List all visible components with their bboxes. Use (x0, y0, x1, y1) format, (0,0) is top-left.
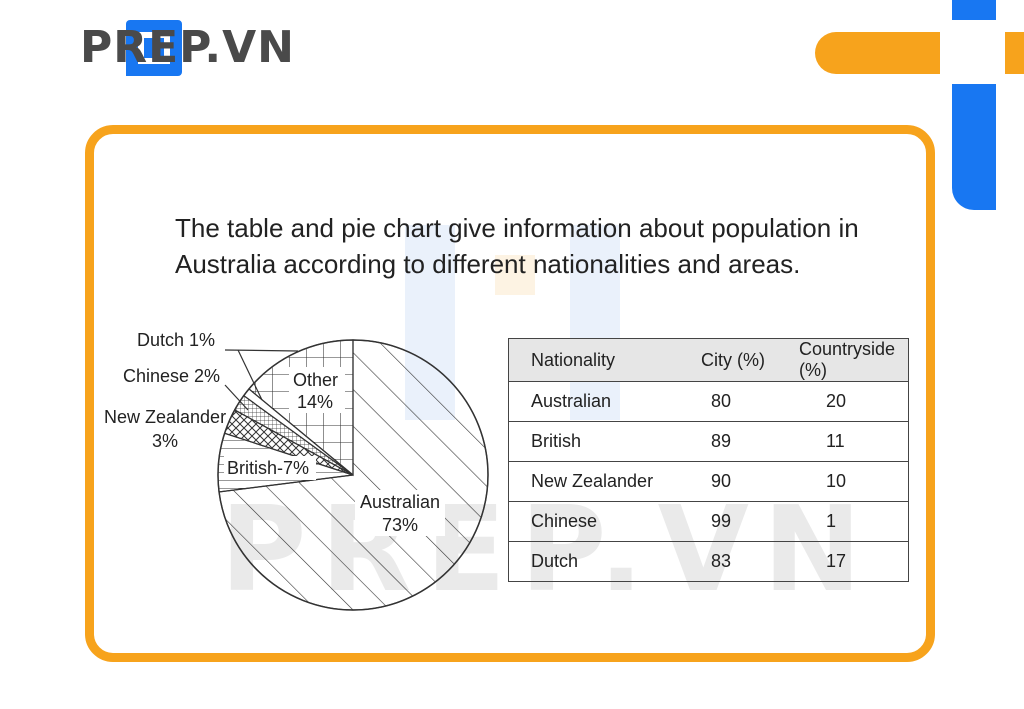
header-city: City (%) (691, 338, 791, 382)
header-countryside: Countryside (%) (791, 338, 909, 382)
cell-countryside: 17 (791, 541, 909, 582)
cell-nationality: Australian (508, 381, 691, 422)
label-australian-value: 73% (382, 515, 418, 535)
label-british: British-7% (227, 458, 309, 478)
cell-nationality: British (508, 421, 691, 462)
label-nz-value: 3% (152, 431, 178, 451)
prep-logo-icon (126, 20, 182, 76)
table-row: Dutch 83 17 (508, 541, 909, 582)
cell-countryside: 1 (791, 501, 909, 542)
pie-outline (217, 339, 489, 611)
label-australian-bg (355, 490, 445, 536)
table-row: Chinese 99 1 (508, 501, 909, 542)
decor-blue-bar-top (952, 0, 996, 20)
cell-countryside: 11 (791, 421, 909, 462)
label-australian-name: Australian (360, 492, 440, 512)
cell-city: 80 (691, 381, 791, 422)
table-header-row: Nationality City (%) Countryside (%) (508, 338, 909, 382)
decor-orange-bar (815, 32, 940, 74)
label-other-value: 14% (297, 392, 333, 412)
label-british-bg (224, 456, 316, 480)
label-chinese: Chinese 2% (123, 366, 220, 386)
dutch-leader-line-2 (237, 349, 263, 401)
cell-nationality: Chinese (508, 501, 691, 542)
dutch-leader-line (224, 349, 299, 352)
task-prompt: The table and pie chart give information… (175, 213, 859, 279)
cell-city: 90 (691, 461, 791, 502)
header-nationality: Nationality (508, 338, 691, 382)
cell-nationality: Dutch (508, 541, 691, 582)
decor-orange-bar-right (1005, 32, 1024, 74)
brand-name: PREP.VN (80, 22, 295, 73)
cell-countryside: 10 (791, 461, 909, 502)
label-dutch: Dutch 1% (137, 330, 215, 350)
table-row: British 89 11 (508, 421, 909, 462)
label-other-bg (289, 367, 345, 413)
cell-nationality: New Zealander (508, 461, 691, 502)
cell-city: 99 (691, 501, 791, 542)
table-row: Australian 80 20 (508, 381, 909, 422)
table-row: New Zealander 90 10 (508, 461, 909, 502)
cell-city: 83 (691, 541, 791, 582)
decor-blue-bar (952, 84, 996, 210)
chinese-leader-line (224, 384, 249, 411)
cell-countryside: 20 (791, 381, 909, 422)
label-other-name: Other (293, 370, 338, 390)
data-table: Nationality City (%) Countryside (%) Aus… (508, 338, 909, 582)
cell-city: 89 (691, 421, 791, 462)
label-nz-name: New Zealander (104, 407, 226, 427)
